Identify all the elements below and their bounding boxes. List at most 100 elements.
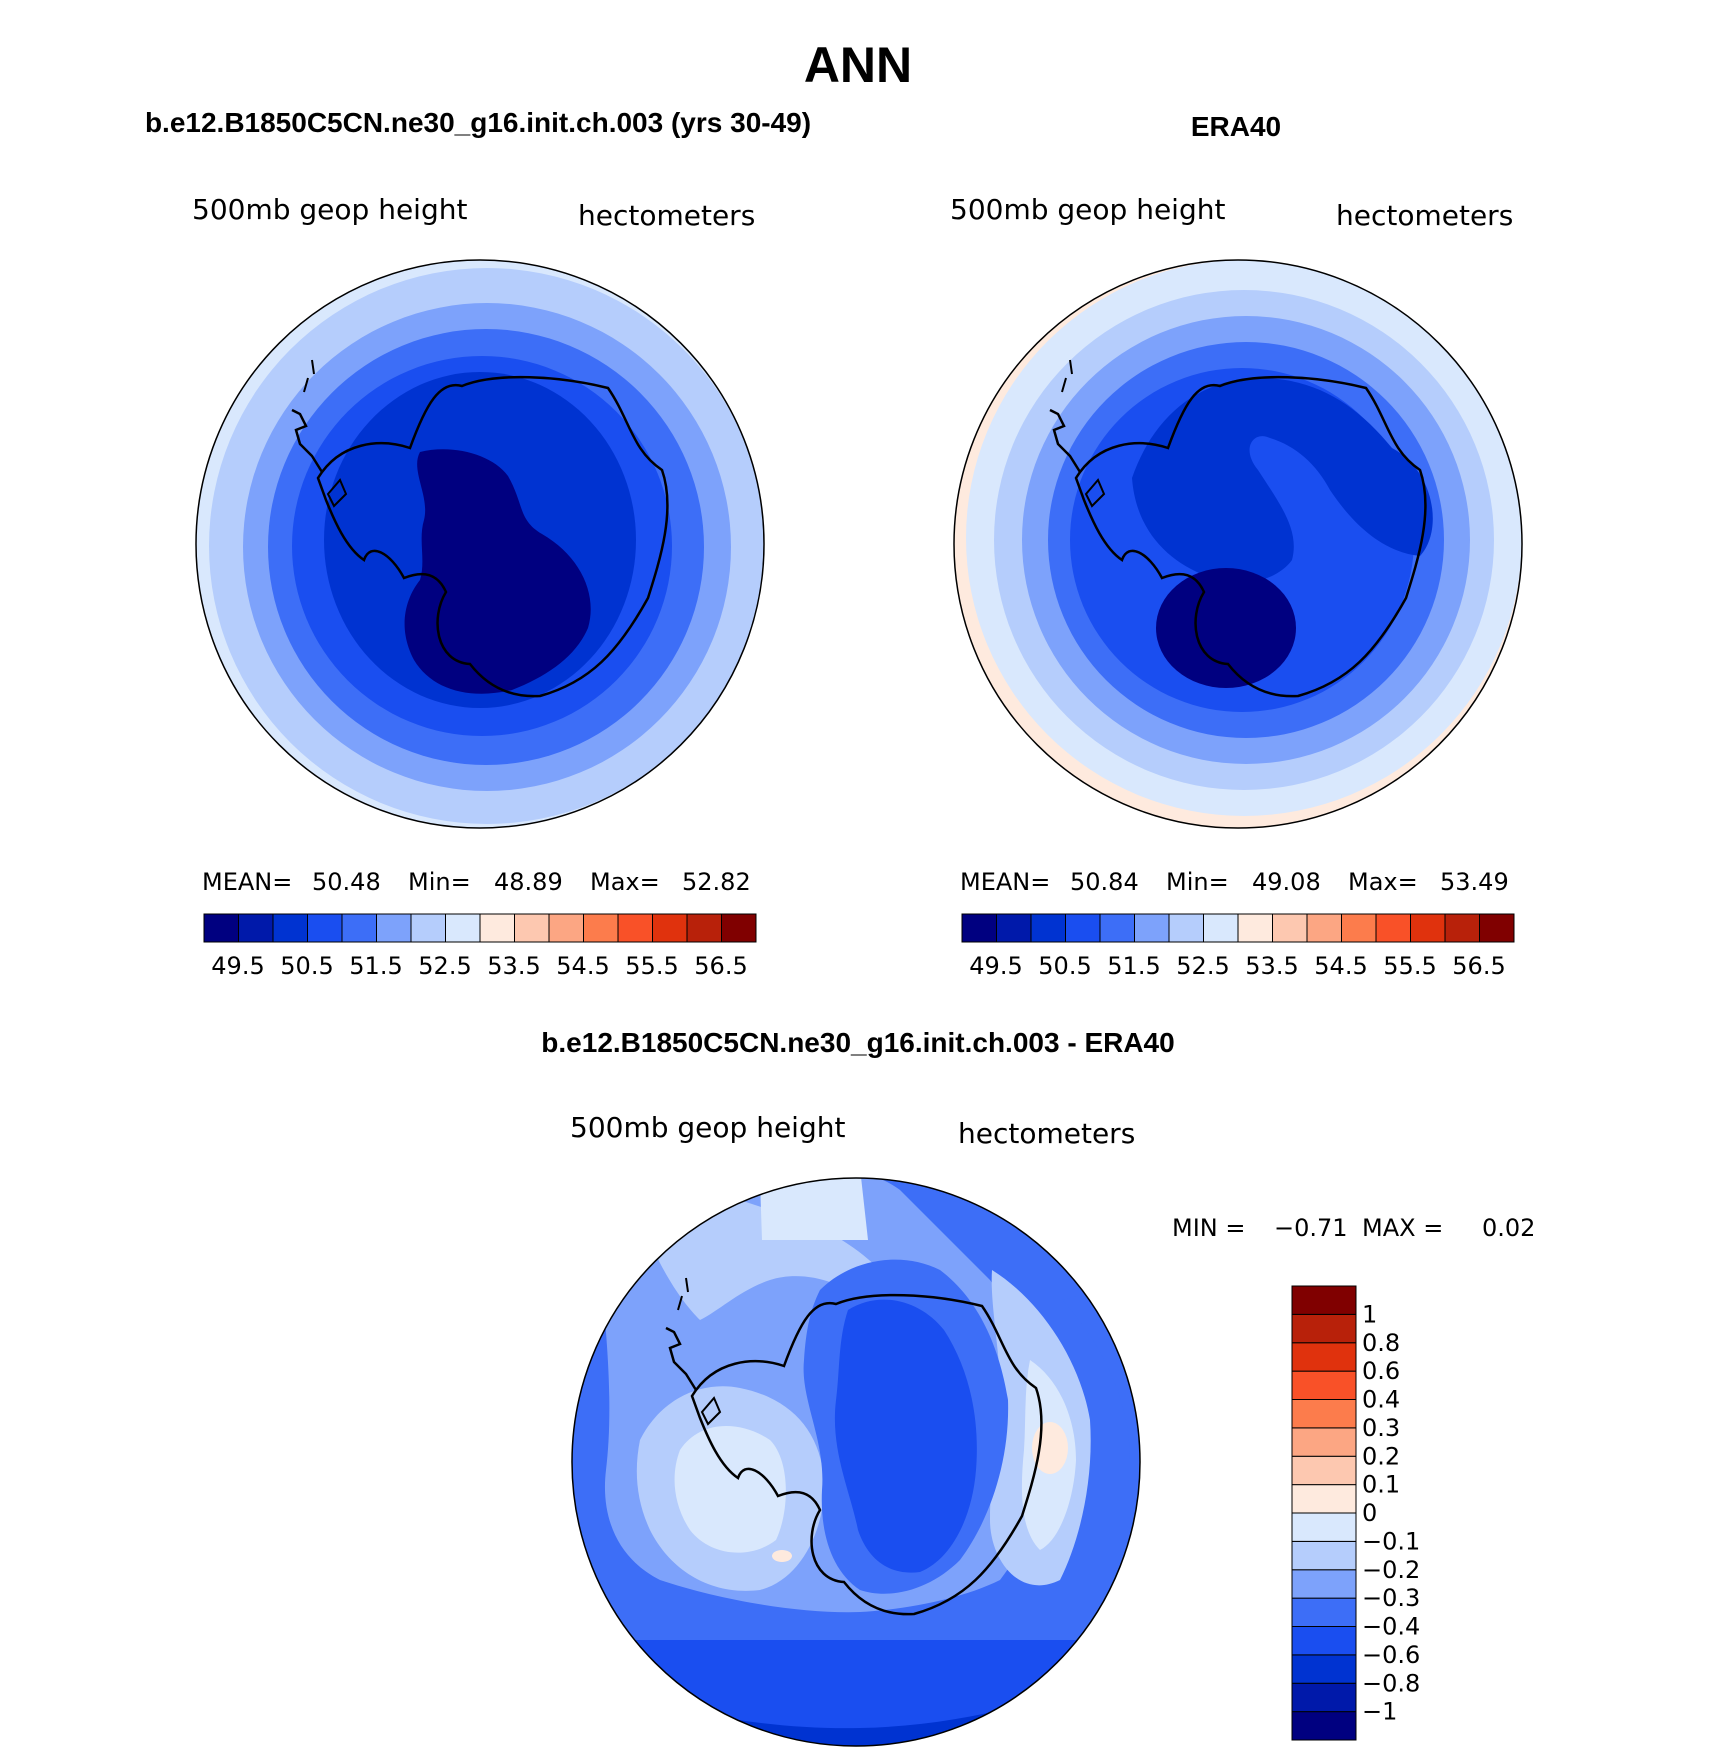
panel-difference-map-outline [571,1177,1141,1747]
panel-difference-field-label: 500mb geop height [570,1111,845,1144]
panel-era40: ERA40 500mb geop height hectometers MEAN… [950,111,1523,980]
panel-model-colorbar-swatch [617,913,653,943]
panel-difference-colorbar-tick-label: −0.6 [1362,1641,1420,1669]
panel-difference-colorbar-swatch [1291,1285,1357,1315]
panel-model-coastline [316,375,669,698]
panel-model-colorbar-swatch [307,913,343,943]
panel-difference-colorbar-swatch [1291,1569,1357,1599]
panel-difference-colorbar: 10.80.60.40.30.20.10−0.1−0.2−0.3−0.4−0.6… [1291,1285,1420,1741]
panel-difference-colorbar-swatch [1291,1711,1357,1741]
panel-difference-colorbar-tick-label: 0.6 [1362,1357,1400,1385]
panel-model-colorbar-swatch [721,913,757,943]
panel-model-units-label: hectometers [578,199,755,232]
panel-era40-colorbar-swatch [1272,913,1308,943]
panel-era40-min-value: 49.08 [1252,868,1321,896]
panel-era40-mean-label: MEAN= [960,868,1050,896]
panel-model-colorbar-swatch [238,913,274,943]
panel-era40-colorbar-swatch [961,913,997,943]
panel-model-colorbar-swatch [272,913,308,943]
panel-difference-colorbar-swatch [1291,1342,1357,1372]
panel-model-min-value: 48.89 [494,868,563,896]
panel-era40-colorbar-swatch [1444,913,1480,943]
panel-model-header: b.e12.B1850C5CN.ne30_g16.init.ch.003 (yr… [145,107,811,138]
panel-model-colorbar-swatch [514,913,550,943]
panel-model-colorbar-tick-label: 50.5 [280,952,333,980]
panel-model-colorbar-tick-label: 55.5 [625,952,678,980]
panel-era40-colorbar-tick-label: 55.5 [1383,952,1436,980]
panel-era40-header: ERA40 [1191,111,1281,142]
panel-difference-max-value: 0.02 [1482,1214,1535,1242]
panel-era40-colorbar-tick-label: 54.5 [1314,952,1367,980]
panel-difference-colorbar-swatch [1291,1399,1357,1429]
panel-model-colorbar: 49.5 50.5 51.5 52.5 53.5 54.5 55.5 56.5 [203,913,757,980]
panel-era40-max-label: Max= [1348,868,1418,896]
panel-difference-colorbar-swatch [1291,1370,1357,1400]
panel-difference-colorbar-swatch [1291,1626,1357,1656]
panel-era40-colorbar-tick-label: 56.5 [1452,952,1505,980]
panel-difference-max-label: MAX = [1362,1214,1443,1242]
panel-era40-colorbar-swatch [1375,913,1411,943]
panel-era40-colorbar-swatch [996,913,1032,943]
panel-era40-colorbar-swatch [1030,913,1066,943]
panel-difference-colorbar-tick-label: −1 [1362,1698,1397,1726]
panel-model-colorbar-tick-label: 51.5 [349,952,402,980]
panel-era40-colorbar-swatch [1237,913,1273,943]
panel-era40-colorbar-swatch [1306,913,1342,943]
panel-era40-min-label: Min= [1166,868,1229,896]
panel-model-colorbar-swatch [686,913,722,943]
panel-difference-colorbar-tick-label: −0.8 [1362,1669,1420,1697]
panel-difference-colorbar-swatch [1291,1540,1357,1571]
panel-difference-colorbar-swatch [1291,1654,1357,1684]
panel-difference-colorbar-tick-label: 0 [1362,1499,1377,1527]
panel-model-map-outline [195,259,765,829]
panel-difference-colorbar-tick-label: −0.2 [1362,1556,1420,1584]
panel-difference-colorbar-swatch [1291,1484,1357,1514]
panel-era40-colorbar: 49.5 50.5 51.5 52.5 53.5 54.5 55.5 56.5 [961,913,1515,980]
panel-difference-colorbar-tick-label: 0.3 [1362,1414,1400,1442]
figure-title: ANN [804,37,912,93]
panel-model-max-label: Max= [590,868,660,896]
panel-model: b.e12.B1850C5CN.ne30_g16.init.ch.003 (yr… [145,107,811,980]
panel-model-colorbar-tick-label: 54.5 [556,952,609,980]
panel-difference-colorbar-swatch [1291,1597,1357,1627]
panel-difference-colorbar-tick-label: 0.1 [1362,1471,1400,1499]
panel-era40-max-value: 53.49 [1440,868,1509,896]
panel-era40-units-label: hectometers [1336,199,1513,232]
panel-era40-map-outline [953,259,1523,829]
panel-difference: b.e12.B1850C5CN.ne30_g16.init.ch.003 - E… [541,1027,1535,1747]
panel-era40-field-label: 500mb geop height [950,193,1225,226]
panel-model-colorbar-swatch [341,913,377,943]
panel-difference-min-label: MIN = [1172,1214,1245,1242]
panel-model-colorbar-tick-label: 52.5 [418,952,471,980]
panel-model-max-value: 52.82 [682,868,751,896]
panel-era40-colorbar-tick-label: 52.5 [1176,952,1229,980]
panel-difference-colorbar-swatch [1291,1682,1357,1713]
panel-difference-colorbar-tick-label: −0.1 [1362,1527,1420,1555]
panel-difference-colorbar-swatch [1291,1427,1357,1457]
panel-era40-colorbar-swatch [1099,913,1135,943]
panel-model-colorbar-swatch [445,913,481,943]
panel-difference-coastline [690,1293,1043,1616]
panel-era40-colorbar-swatch [1479,913,1515,943]
panel-model-colorbar-swatch [479,913,515,943]
panel-era40-colorbar-swatch [1203,913,1239,943]
panel-model-mean-label: MEAN= [202,868,292,896]
panel-model-map [196,260,764,828]
panel-era40-map [954,260,1522,828]
panel-difference-colorbar-swatch [1291,1455,1357,1486]
panel-model-colorbar-swatch [583,913,619,943]
panel-model-colorbar-swatch [410,913,446,943]
panel-model-colorbar-tick-label: 53.5 [487,952,540,980]
panel-difference-colorbar-tick-label: −0.4 [1362,1613,1420,1641]
panel-model-min-label: Min= [408,868,471,896]
panel-era40-colorbar-tick-label: 49.5 [969,952,1022,980]
panel-difference-map [572,1178,1140,1746]
panel-difference-colorbar-tick-label: 1 [1362,1300,1377,1328]
panel-difference-colorbar-tick-label: 0.8 [1362,1329,1400,1357]
panel-model-mean-value: 50.48 [312,868,381,896]
panel-era40-coastline [1074,375,1427,698]
panel-model-colorbar-tick-label: 56.5 [694,952,747,980]
panel-model-colorbar-swatch [376,913,412,943]
panel-model-colorbar-swatch [203,913,239,943]
